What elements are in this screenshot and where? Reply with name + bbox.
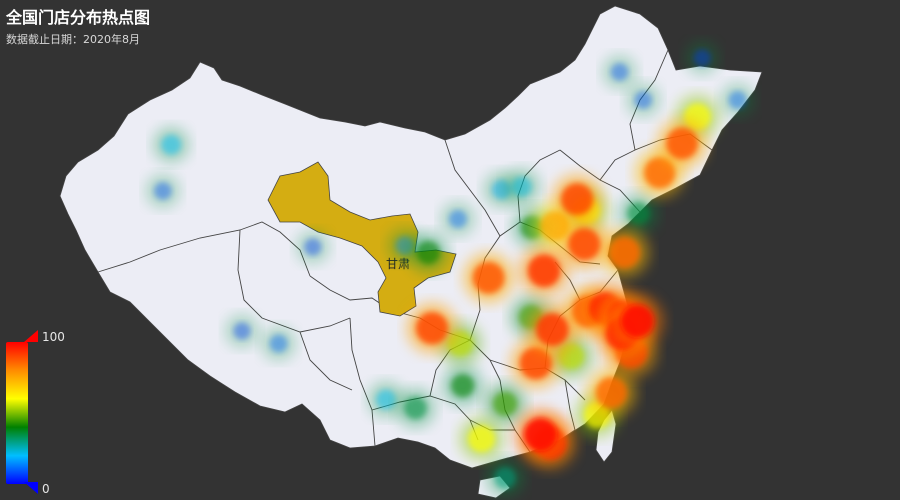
heat-point[interactable]	[568, 228, 601, 261]
heat-point[interactable]	[536, 313, 569, 346]
heat-point[interactable]	[269, 334, 288, 353]
heat-point[interactable]	[693, 49, 711, 67]
heat-point[interactable]	[728, 91, 747, 109]
heat-point[interactable]	[493, 391, 518, 416]
heat-point[interactable]	[620, 304, 655, 339]
heat-points-layer	[146, 41, 755, 497]
heat-point[interactable]	[608, 237, 640, 269]
heat-point[interactable]	[154, 182, 172, 200]
heat-point[interactable]	[472, 261, 505, 294]
heat-point[interactable]	[161, 135, 181, 155]
chart-subtitle: 数据截止日期：2020年8月	[6, 33, 140, 46]
heat-point[interactable]	[494, 467, 516, 489]
heat-point[interactable]	[644, 157, 676, 189]
heat-point[interactable]	[451, 374, 475, 398]
region-gansu[interactable]	[267, 161, 457, 317]
heat-point[interactable]	[468, 425, 495, 453]
visual-map-max-handle[interactable]	[24, 330, 38, 342]
heat-point[interactable]	[519, 347, 552, 380]
heat-point[interactable]	[627, 202, 650, 225]
visual-map-scale[interactable]	[6, 342, 28, 484]
heat-point[interactable]	[376, 389, 396, 410]
heat-point[interactable]	[416, 241, 440, 265]
heat-point[interactable]	[666, 127, 698, 160]
heat-point[interactable]	[304, 238, 322, 256]
heat-point[interactable]	[511, 176, 532, 197]
chart-title: 全国门店分布热点图	[6, 8, 151, 27]
heat-point[interactable]	[610, 63, 629, 81]
heat-point[interactable]	[634, 91, 652, 109]
heat-point[interactable]	[527, 254, 561, 288]
visual-map-max-label: 100	[42, 330, 65, 344]
heat-point[interactable]	[404, 396, 427, 420]
heat-point[interactable]	[415, 312, 449, 345]
heat-point[interactable]	[595, 377, 627, 409]
heat-point[interactable]	[523, 417, 558, 452]
visual-map-min-handle[interactable]	[24, 482, 38, 494]
heat-point[interactable]	[449, 210, 467, 228]
visual-map-min-label: 0	[42, 482, 50, 496]
heat-point[interactable]	[233, 322, 251, 340]
heat-point[interactable]	[561, 183, 594, 216]
